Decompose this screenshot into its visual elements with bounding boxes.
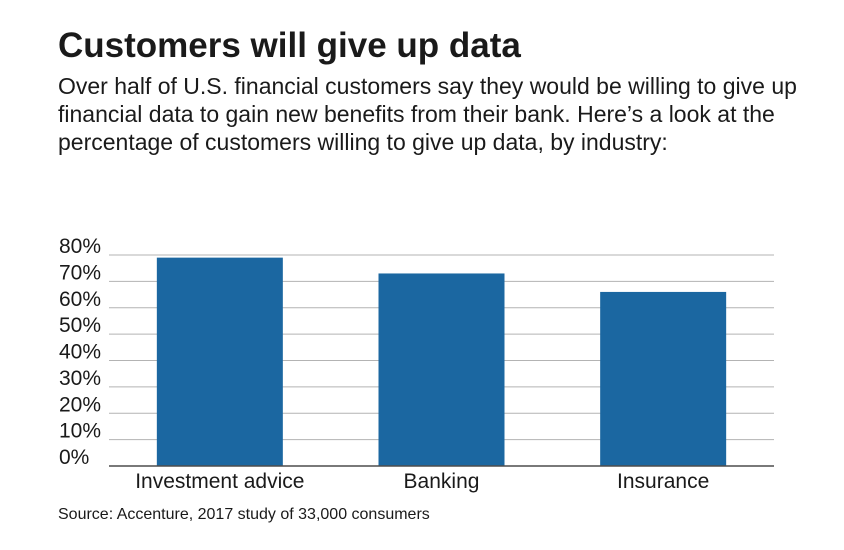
y-tick-label: 10% <box>59 420 101 443</box>
bar-insurance <box>600 291 727 466</box>
chart-subtitle: Over half of U.S. financial customers sa… <box>58 73 797 155</box>
y-tick-label: 50% <box>59 314 101 337</box>
source-note: Source: Accenture, 2017 study of 33,000 … <box>58 506 430 523</box>
y-tick-label: 0% <box>59 446 89 469</box>
y-tick-label: 20% <box>59 393 101 416</box>
y-tick-label: 60% <box>59 288 101 311</box>
x-tick-label: Banking <box>404 470 480 493</box>
x-tick-label: Investment advice <box>135 470 304 493</box>
y-tick-label: 40% <box>59 341 101 364</box>
y-tick-label: 70% <box>59 261 101 284</box>
chart-title: Customers will give up data <box>58 26 521 65</box>
bar-banking <box>378 273 505 466</box>
y-tick-label: 80% <box>59 235 101 258</box>
bar-investment-advice <box>156 257 283 466</box>
y-tick-label: 30% <box>59 367 101 390</box>
x-tick-label: Insurance <box>617 470 709 493</box>
